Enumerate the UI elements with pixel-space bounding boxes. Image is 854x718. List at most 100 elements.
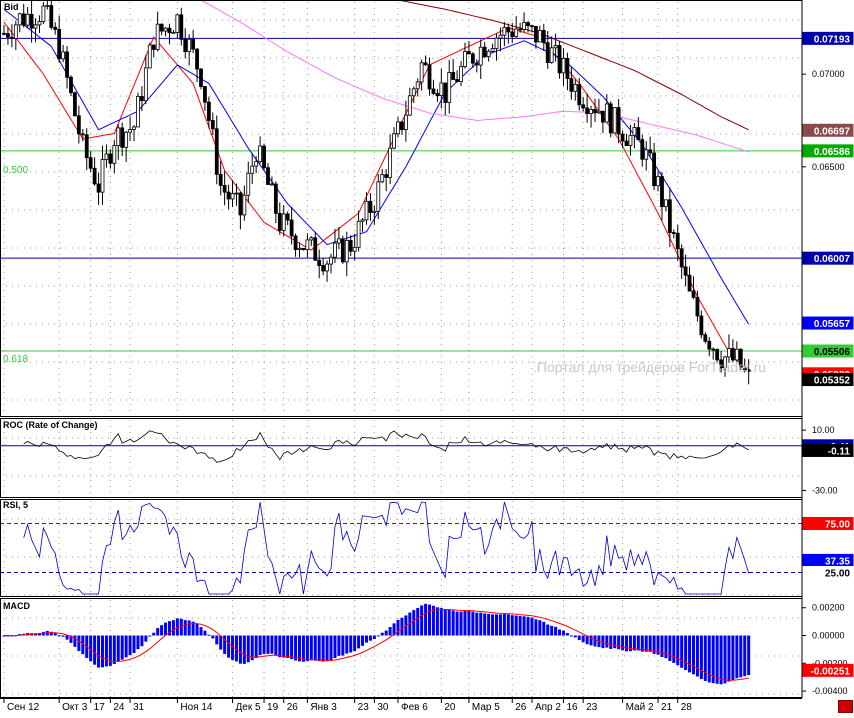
candle-body [451, 72, 456, 80]
candle-body [242, 194, 247, 216]
x-tick-label: 26 [287, 702, 299, 713]
macd-bar [128, 635, 132, 656]
macd-bar [108, 635, 112, 666]
x-tick-label: Май 2 [626, 702, 654, 713]
macd-bar [455, 611, 459, 636]
macd-bar [392, 623, 396, 636]
candle-body [297, 247, 302, 250]
candle-body [557, 45, 562, 74]
candle-body [277, 212, 282, 231]
candle-body [37, 21, 42, 26]
macd-bar [660, 635, 664, 658]
macd-bar [278, 635, 282, 658]
macd-bar [156, 628, 160, 636]
macd-bar [672, 635, 676, 663]
candle-body [246, 172, 251, 196]
macd-bar [270, 635, 274, 654]
x-tick-label: 23 [586, 702, 598, 713]
candle-body [100, 158, 105, 193]
moving-average-line [397, 0, 749, 131]
candle-body [585, 107, 590, 114]
candle-body [597, 110, 601, 114]
scroll-corner-icon[interactable] [838, 700, 853, 713]
macd-bar [341, 635, 345, 656]
candle-body [652, 152, 656, 187]
macd-bar [428, 604, 432, 636]
macd-bar [688, 635, 692, 673]
macd-bar [238, 635, 242, 664]
y-tick-label: 0.00200 [812, 603, 845, 613]
macd-bar [53, 632, 57, 636]
moving-average-line [3, 8, 750, 325]
macd-bar [707, 635, 711, 683]
candle-body [577, 84, 582, 106]
candle-body [604, 103, 609, 123]
macd-bar [305, 635, 309, 662]
candle-body [608, 103, 613, 134]
x-tick-label: 23 [358, 702, 370, 713]
candle-body [636, 127, 641, 141]
candle-body [675, 232, 680, 250]
candle-body [84, 134, 89, 159]
candle-body [427, 64, 432, 90]
candle-body [459, 66, 463, 83]
candle-body [411, 88, 416, 97]
candle-body [352, 246, 357, 252]
candle-body [746, 369, 751, 372]
macd-bar [727, 635, 731, 682]
candle-body [273, 183, 278, 214]
macd-bar [593, 635, 597, 647]
watermark: .Портал для трейдеров ForTrader.ru [533, 359, 766, 375]
price-tag-label: 0.05657 [814, 319, 851, 330]
macd-bar [514, 615, 518, 636]
candle-body [392, 133, 396, 149]
candle-body [69, 76, 73, 94]
candle-body [526, 22, 530, 27]
candle-body [510, 31, 515, 37]
candle-body [364, 200, 369, 221]
macd-bar [459, 611, 463, 636]
macd-bar [408, 612, 412, 636]
macd-bar [447, 609, 451, 636]
candle-body [183, 38, 188, 53]
candle-body [695, 296, 700, 317]
candle-body [537, 29, 542, 43]
candle-body [313, 237, 318, 261]
macd-bar [282, 635, 286, 658]
macd-bar [345, 635, 349, 654]
macd-bar [164, 622, 168, 636]
macd-bar [652, 635, 656, 654]
candle-body [711, 348, 716, 351]
candle-body [589, 109, 593, 114]
macd-bar [227, 635, 231, 658]
candle-body [293, 235, 298, 250]
candle-body [258, 145, 263, 162]
candle-body [61, 51, 65, 60]
macd-bar [167, 621, 171, 636]
candle-body [254, 161, 259, 167]
macd-bar [364, 635, 368, 643]
macd-bar [735, 635, 739, 679]
macd-bar [380, 632, 384, 636]
candle-body [667, 199, 672, 233]
macd-bar [357, 635, 361, 649]
macd-bar [321, 635, 325, 662]
macd-bar [361, 635, 365, 646]
candle-body [195, 48, 199, 70]
macd-bar [463, 610, 467, 636]
candle-body [687, 274, 692, 292]
candle-body [191, 38, 196, 50]
candle-body [57, 29, 62, 60]
macd-bar [577, 635, 581, 640]
macd-bar [384, 630, 388, 636]
candle-body [376, 181, 381, 212]
macd-bar [69, 635, 73, 643]
candle-body [648, 149, 653, 154]
candle-body [467, 51, 471, 55]
candle-body [356, 220, 361, 248]
macd-bar [148, 635, 152, 637]
candle-body [17, 13, 22, 26]
x-tick-label: 28 [681, 702, 693, 713]
candle-body [400, 121, 404, 131]
